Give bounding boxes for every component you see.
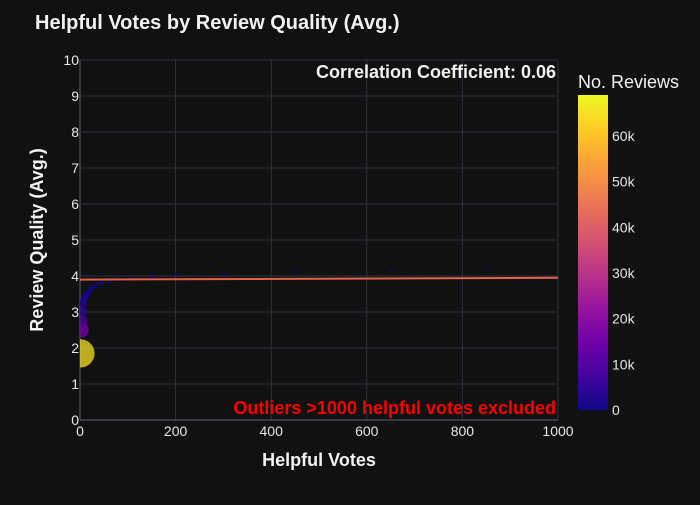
x-tick-label: 0	[76, 423, 84, 439]
y-axis-ticks: 0 1 2 3 4 5 6 7 8 9 10	[63, 52, 79, 428]
chart-title: Helpful Votes by Review Quality (Avg.)	[35, 12, 400, 34]
data-point	[99, 281, 104, 286]
data-point	[221, 270, 226, 275]
y-axis-label: Review Quality (Avg.)	[27, 148, 47, 331]
y-tick-label: 2	[71, 340, 79, 356]
x-tick-label: 800	[451, 423, 475, 439]
x-tick-label: 400	[260, 423, 284, 439]
colorbar-tick-label: 20k	[612, 311, 636, 327]
trendline-path	[79, 276, 559, 281]
colorbar-tick-label: 50k	[612, 174, 636, 190]
outlier-note: Outliers >1000 helpful votes excluded	[233, 398, 556, 418]
y-tick-label: 9	[71, 88, 79, 104]
x-tick-label: 200	[164, 423, 188, 439]
x-axis-ticks: 0 200 400 600 800 1000	[76, 423, 574, 439]
data-point	[173, 272, 178, 276]
data-point	[149, 274, 154, 278]
data-point	[80, 315, 88, 327]
colorbar-tick-label: 60k	[612, 128, 636, 144]
colorbar	[578, 95, 608, 410]
colorbar-tick-label: 40k	[612, 219, 636, 235]
y-tick-label: 3	[71, 304, 79, 320]
x-axis-label: Helpful Votes	[262, 450, 376, 470]
y-tick-label: 1	[71, 376, 79, 392]
data-point	[80, 339, 95, 368]
x-tick-label: 600	[355, 423, 379, 439]
colorbar-tick-label: 0	[612, 402, 620, 418]
y-tick-label: 8	[71, 124, 79, 140]
y-tick-label: 5	[71, 232, 79, 248]
grid-lines	[79, 59, 559, 421]
data-point	[484, 267, 488, 271]
y-tick-label: 0	[71, 412, 79, 428]
data-point	[80, 307, 87, 317]
y-tick-label: 6	[71, 196, 79, 212]
y-tick-label: 4	[71, 268, 79, 284]
data-point	[389, 269, 393, 273]
colorbar-ticks: 0 10k 20k 30k 40k 50k 60k	[612, 128, 636, 418]
colorbar-tick-label: 10k	[612, 356, 636, 372]
trendline	[79, 276, 559, 281]
x-tick-label: 1000	[542, 423, 573, 439]
y-tick-label: 10	[63, 52, 79, 68]
y-tick-label: 7	[71, 160, 79, 176]
data-point	[94, 282, 100, 288]
correlation-annotation: Correlation Coefficient: 0.06	[316, 62, 556, 82]
data-points	[80, 267, 488, 368]
colorbar-title: No. Reviews	[578, 72, 679, 92]
colorbar-tick-label: 30k	[612, 265, 636, 281]
data-point	[293, 270, 297, 275]
